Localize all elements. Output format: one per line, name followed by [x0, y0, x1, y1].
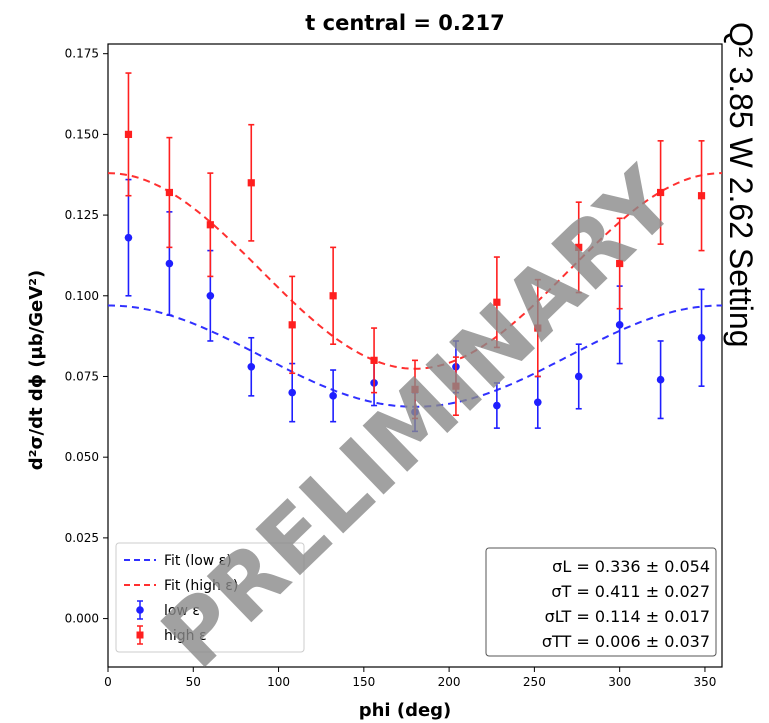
- x-tick-label: 50: [186, 675, 201, 689]
- data-point: [329, 392, 337, 400]
- y-tick-label: 0.100: [65, 289, 99, 303]
- data-point: [166, 189, 173, 196]
- y-tick-label: 0.075: [65, 369, 99, 383]
- x-tick-label: 300: [608, 675, 631, 689]
- x-tick-label: 200: [438, 675, 461, 689]
- data-point: [698, 334, 706, 342]
- data-point: [370, 357, 377, 364]
- sigma-t-result: σT = 0.411 ± 0.027: [551, 582, 710, 601]
- data-point: [575, 373, 583, 381]
- sigma-tt-result: σTT = 0.006 ± 0.037: [542, 632, 710, 651]
- sigma-l-result: σL = 0.336 ± 0.054: [552, 557, 710, 576]
- data-point: [330, 292, 337, 299]
- data-point: [616, 321, 624, 329]
- chart-title: t central = 0.217: [305, 11, 504, 35]
- data-point: [207, 292, 215, 300]
- data-point: [534, 399, 542, 407]
- data-point: [125, 234, 133, 242]
- data-point: [288, 389, 296, 397]
- x-tick-label: 150: [352, 675, 375, 689]
- y-axis-title: d²σ/dt dϕ (μb/GeV²): [26, 270, 47, 471]
- x-tick-label: 350: [693, 675, 716, 689]
- x-tick-label: 100: [267, 675, 290, 689]
- side-setting-label: Q² 3.85 W 2.62 Setting: [723, 22, 759, 348]
- x-tick-label: 0: [104, 675, 112, 689]
- y-tick-label: 0.050: [65, 450, 99, 464]
- y-tick-label: 0.150: [65, 127, 99, 141]
- y-tick-label: 0.025: [65, 531, 99, 545]
- data-point: [166, 260, 174, 268]
- data-point: [289, 321, 296, 328]
- y-tick-label: 0.125: [65, 208, 99, 222]
- sigma-lt-result: σLT = 0.114 ± 0.017: [545, 607, 710, 626]
- y-tick-label: 0.000: [65, 612, 99, 626]
- data-point: [125, 131, 132, 138]
- data-point: [698, 192, 705, 199]
- x-axis-title: phi (deg): [359, 700, 452, 721]
- y-tick-label: 0.175: [65, 47, 99, 61]
- data-point: [247, 363, 255, 371]
- fit-results: σL = 0.336 ± 0.054 σT = 0.411 ± 0.027 σL…: [486, 548, 716, 656]
- data-point: [657, 376, 665, 384]
- data-point: [248, 179, 255, 186]
- data-point: [207, 221, 214, 228]
- x-tick-label: 250: [523, 675, 546, 689]
